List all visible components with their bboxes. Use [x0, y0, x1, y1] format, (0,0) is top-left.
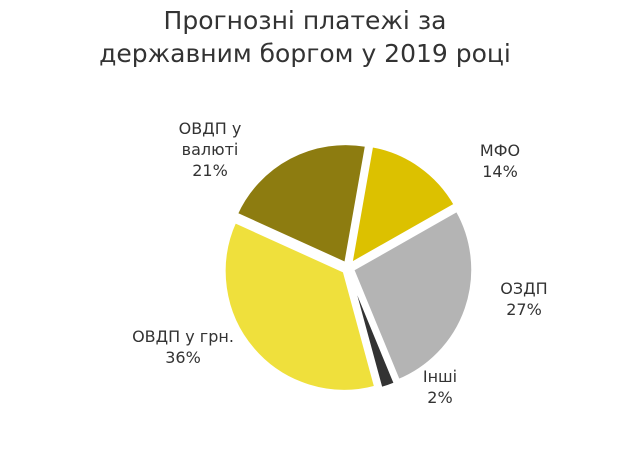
category-label: Інші	[422, 367, 458, 386]
slice-label: ОВДП у валюті 21%	[150, 118, 270, 181]
pie-slice	[348, 272, 398, 391]
slice-label: МФО 14%	[465, 140, 535, 182]
chart-title: Прогнозні платежі за державним боргом у …	[99, 6, 511, 68]
category-label: ОВДП у валюті	[178, 119, 242, 159]
value-label: 2%	[427, 388, 453, 407]
value-label: 21%	[192, 161, 228, 180]
slice-label: ОВДП у грн. 36%	[118, 326, 248, 368]
pie-slice	[234, 142, 369, 266]
category-label: ОЗДП	[500, 279, 548, 298]
category-label: ОВДП у грн.	[132, 327, 234, 346]
slice-label: ОЗДП 27%	[494, 278, 554, 320]
value-label: 14%	[482, 162, 518, 181]
category-label: МФО	[479, 141, 521, 160]
pie-slice	[348, 143, 458, 267]
value-label: 36%	[165, 348, 201, 367]
pie-slice	[222, 219, 378, 393]
pie-slice	[350, 208, 475, 383]
slice-label: Інші 2%	[420, 366, 460, 408]
value-label: 27%	[506, 300, 542, 319]
